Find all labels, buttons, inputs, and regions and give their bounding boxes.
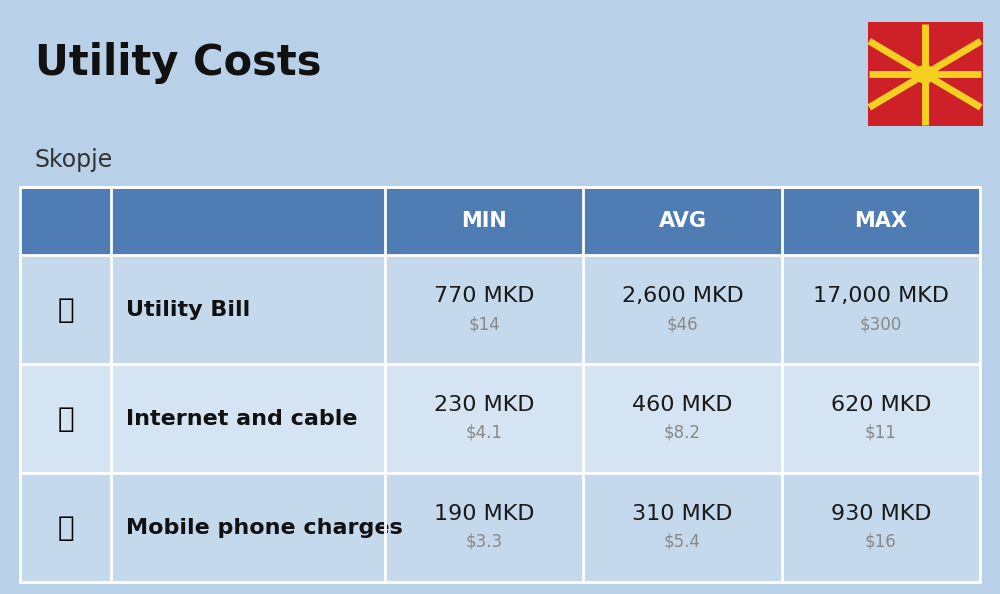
Bar: [868, 23, 982, 127]
Bar: [20, 473, 980, 582]
Text: 310 MKD: 310 MKD: [632, 504, 733, 523]
Text: 17,000 MKD: 17,000 MKD: [813, 286, 949, 306]
Text: $16: $16: [865, 533, 897, 551]
Text: 930 MKD: 930 MKD: [831, 504, 931, 523]
Text: Utility Costs: Utility Costs: [35, 42, 322, 84]
Text: MAX: MAX: [854, 211, 907, 231]
Text: $300: $300: [860, 315, 902, 333]
Bar: [20, 187, 980, 255]
Text: $3.3: $3.3: [465, 533, 503, 551]
Text: $4.1: $4.1: [466, 424, 503, 442]
Text: 2,600 MKD: 2,600 MKD: [622, 286, 743, 306]
Text: MIN: MIN: [461, 211, 507, 231]
Text: Utility Bill: Utility Bill: [126, 300, 250, 320]
Text: $8.2: $8.2: [664, 424, 701, 442]
Text: 📱: 📱: [57, 514, 74, 542]
Text: $5.4: $5.4: [664, 533, 701, 551]
Text: Internet and cable: Internet and cable: [126, 409, 358, 429]
Text: 770 MKD: 770 MKD: [434, 286, 534, 306]
Text: $11: $11: [865, 424, 897, 442]
Text: Skopje: Skopje: [35, 148, 113, 172]
Text: 📶: 📶: [57, 405, 74, 433]
Text: 620 MKD: 620 MKD: [831, 394, 931, 415]
Bar: [20, 364, 980, 473]
Circle shape: [911, 66, 939, 83]
Bar: [20, 187, 980, 582]
Text: 460 MKD: 460 MKD: [632, 394, 733, 415]
Text: AVG: AVG: [658, 211, 706, 231]
Text: $46: $46: [667, 315, 698, 333]
Text: 230 MKD: 230 MKD: [434, 394, 534, 415]
Text: $14: $14: [468, 315, 500, 333]
Text: 🔌: 🔌: [57, 296, 74, 324]
Bar: [20, 255, 980, 364]
Text: 190 MKD: 190 MKD: [434, 504, 534, 523]
Text: Mobile phone charges: Mobile phone charges: [126, 517, 403, 538]
